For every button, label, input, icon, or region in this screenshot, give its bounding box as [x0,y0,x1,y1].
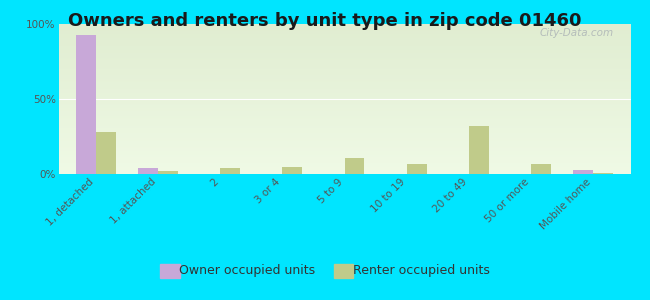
Bar [573,169,593,174]
Bar [220,168,240,174]
Bar [407,164,426,174]
Legend: Owner occupied units, Renter occupied units: Owner occupied units, Renter occupied un… [155,259,495,282]
Bar [531,164,551,174]
Bar [469,126,489,174]
Bar [96,132,116,174]
Text: Owners and renters by unit type in zip code 01460: Owners and renters by unit type in zip c… [68,12,582,30]
Bar [593,172,613,174]
Bar [76,34,96,174]
Bar [138,168,158,174]
Bar [282,167,302,174]
Bar [344,158,365,174]
Text: City-Data.com: City-Data.com [540,28,614,38]
Bar [158,171,178,174]
